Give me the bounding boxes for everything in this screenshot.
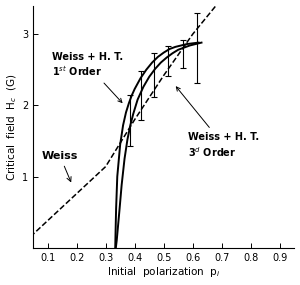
X-axis label: Initial  polarization  p$_i$: Initial polarization p$_i$ bbox=[107, 265, 220, 280]
Text: Weiss + H. T.
1$^{st}$ Order: Weiss + H. T. 1$^{st}$ Order bbox=[52, 52, 123, 103]
Y-axis label: Critical  field  H$_c$  (G): Critical field H$_c$ (G) bbox=[6, 73, 19, 181]
Text: Weiss + H. T.
3$^{d}$ Order: Weiss + H. T. 3$^{d}$ Order bbox=[176, 87, 260, 158]
Text: Weiss: Weiss bbox=[42, 151, 78, 182]
